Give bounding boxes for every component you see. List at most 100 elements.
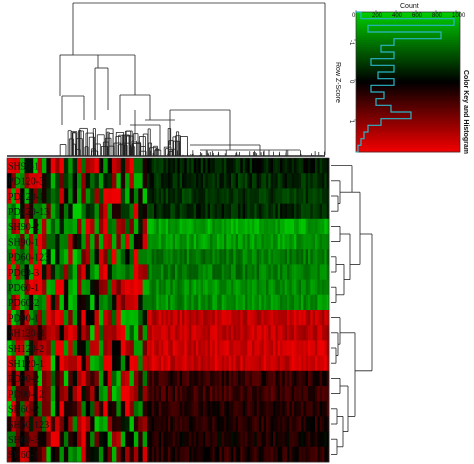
heatmap-cell: [186, 370, 190, 387]
heatmap-cell: [125, 234, 130, 250]
heatmap-cell: [224, 355, 227, 372]
heatmap-cell: [42, 234, 47, 250]
color-key-band: [356, 103, 460, 106]
heatmap-cell: [120, 188, 126, 204]
heatmap-cell: [189, 446, 192, 463]
heatmap-cell: [310, 370, 314, 387]
heatmap-cell: [235, 203, 239, 220]
heatmap-cell: [168, 355, 171, 372]
heatmap-cell: [172, 325, 176, 341]
heatmap-cell: [196, 294, 199, 311]
heatmap-cell: [275, 203, 279, 220]
heatmap-cell: [161, 370, 164, 387]
heatmap-cell: [90, 340, 95, 356]
heatmap-cell: [94, 249, 100, 265]
heatmap-cell: [154, 218, 157, 235]
zscore-tick-label: 1: [348, 120, 354, 124]
color-key-band: [356, 49, 460, 53]
heatmap-cell: [151, 218, 155, 235]
heatmap-cell: [177, 234, 181, 250]
heatmap-cell: [182, 416, 185, 432]
heatmap-cell: [247, 203, 251, 220]
heatmap-cell: [235, 264, 239, 280]
heatmap-cell: [315, 401, 318, 417]
heatmap-cell: [214, 234, 218, 250]
heatmap-cell: [175, 173, 178, 189]
heatmap-cell: [224, 416, 227, 432]
heatmap-cell: [120, 370, 126, 387]
heatmap-cell: [161, 188, 164, 204]
heatmap-cell: [168, 325, 171, 341]
heatmap-cell: [165, 416, 169, 432]
heatmap-cell: [7, 446, 12, 463]
heatmap-cell: [326, 431, 330, 448]
heatmap-cell: [312, 203, 316, 220]
heatmap-cell: [55, 431, 60, 448]
heatmap-cell: [125, 370, 130, 387]
heatmap-cell: [161, 386, 164, 402]
heatmap-cell: [249, 203, 253, 220]
heatmap-cell: [226, 264, 230, 280]
heatmap-cell: [170, 203, 174, 220]
heatmap-cell: [138, 188, 143, 204]
heatmap-cell: [161, 401, 164, 417]
heatmap-cell: [312, 218, 316, 235]
row-label: SH90-1: [8, 237, 39, 248]
heatmap-cell: [191, 446, 195, 463]
heatmap-cell: [103, 431, 108, 448]
heatmap-cell: [261, 431, 265, 448]
heatmap-cell: [15, 325, 21, 341]
row-label: PD60-2: [8, 298, 39, 309]
heatmap-cell: [298, 234, 302, 250]
heatmap-cell: [261, 416, 265, 432]
heatmap-cell: [186, 340, 190, 356]
heatmap-cell: [63, 279, 69, 296]
color-key-band: [356, 142, 460, 146]
heatmap-cell: [273, 158, 276, 174]
heatmap-cell: [315, 188, 318, 204]
heatmap-cell: [317, 386, 321, 402]
heatmap-cell: [142, 370, 148, 387]
heatmap-cell: [37, 431, 43, 448]
heatmap-cell: [193, 401, 197, 417]
heatmap-cell: [161, 264, 164, 280]
heatmap-cell: [310, 203, 314, 220]
heatmap-cell: [266, 218, 269, 235]
heatmap-cell: [249, 310, 253, 326]
heatmap-cell: [189, 370, 192, 387]
heatmap-cell: [291, 249, 295, 265]
heatmap-cell: [315, 294, 318, 311]
color-key-band: [356, 79, 460, 83]
heatmap-cell: [158, 294, 162, 311]
heatmap-cell: [207, 310, 211, 326]
heatmap-cell: [270, 310, 274, 326]
heatmap-cell: [156, 325, 160, 341]
heatmap-cell: [165, 218, 169, 235]
heatmap-cell: [42, 173, 47, 189]
heatmap-cell: [7, 340, 12, 356]
heatmap-cell: [207, 340, 211, 356]
heatmap-cell: [191, 203, 195, 220]
color-key-band: [356, 112, 460, 116]
heatmap-cell: [50, 188, 56, 204]
heatmap-cell: [282, 416, 286, 432]
heatmap-cell: [275, 234, 279, 250]
heatmap-cell: [179, 158, 183, 174]
heatmap-cell: [182, 370, 185, 387]
heatmap-cell: [98, 310, 104, 326]
heatmap-cell: [63, 203, 69, 220]
color-key-band: [356, 138, 460, 141]
heatmap-cell: [147, 370, 150, 387]
heatmap-cell: [120, 446, 126, 463]
heatmap-cell: [282, 355, 286, 372]
heatmap-cell: [268, 203, 272, 220]
heatmap-cell: [305, 325, 309, 341]
heatmap-cell: [198, 431, 202, 448]
histogram-line: [356, 11, 455, 153]
heatmap-cell: [280, 188, 283, 204]
heatmap-cell: [268, 218, 272, 235]
heatmap-cell: [116, 401, 122, 417]
heatmap-cell: [196, 340, 199, 356]
heatmap-cell: [322, 446, 325, 463]
heatmap-cell: [175, 294, 178, 311]
